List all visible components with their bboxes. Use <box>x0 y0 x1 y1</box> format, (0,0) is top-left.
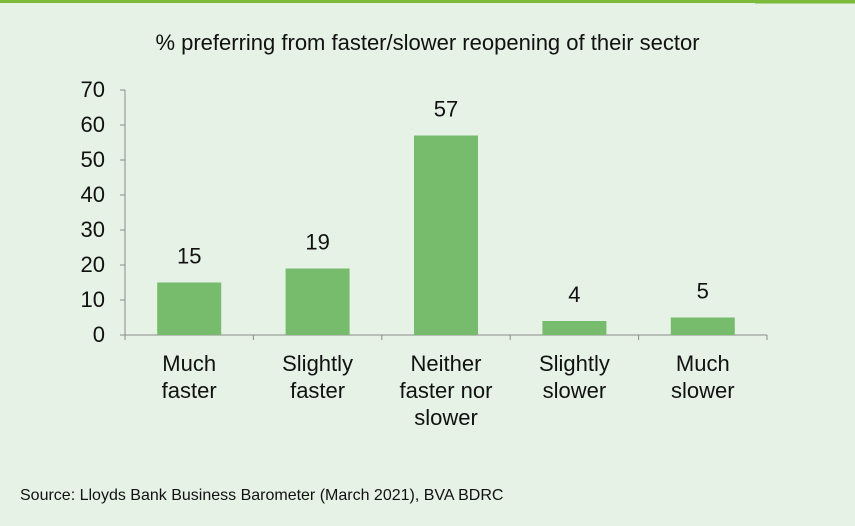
top-rule-accent <box>755 3 855 4</box>
data-label: 5 <box>697 279 709 304</box>
x-tick-label: Slightly <box>539 351 610 376</box>
y-tick-label: 70 <box>81 77 105 102</box>
x-tick-label: faster <box>162 378 217 403</box>
y-tick-label: 40 <box>81 182 105 207</box>
x-tick-label: Neither <box>411 351 482 376</box>
y-tick-label: 10 <box>81 287 105 312</box>
data-label: 4 <box>568 282 580 307</box>
top-rule <box>0 0 855 3</box>
y-tick-label: 20 <box>81 252 105 277</box>
y-tick-label: 0 <box>93 322 105 347</box>
bar <box>670 317 735 335</box>
data-label: 15 <box>177 244 201 269</box>
chart-title: % preferring from faster/slower reopenin… <box>155 30 700 55</box>
x-tick-label: faster <box>290 378 345 403</box>
x-tick-label: faster nor <box>400 378 493 403</box>
bar <box>414 135 478 335</box>
bar <box>542 321 607 335</box>
x-tick-label: Slightly <box>282 351 353 376</box>
bar <box>157 282 222 335</box>
data-label: 57 <box>434 97 458 122</box>
x-tick-label: Much <box>676 351 730 376</box>
x-tick-label: slower <box>543 378 607 403</box>
source-note: Source: Lloyds Bank Business Barometer (… <box>20 487 504 504</box>
x-tick-label: slower <box>414 405 478 430</box>
x-tick-label: Much <box>162 351 216 376</box>
y-tick-label: 30 <box>81 217 105 242</box>
y-tick-label: 50 <box>81 147 105 172</box>
y-tick-label: 60 <box>81 112 105 137</box>
x-tick-label: slower <box>671 378 735 403</box>
bar <box>285 268 350 335</box>
data-label: 19 <box>305 230 329 255</box>
